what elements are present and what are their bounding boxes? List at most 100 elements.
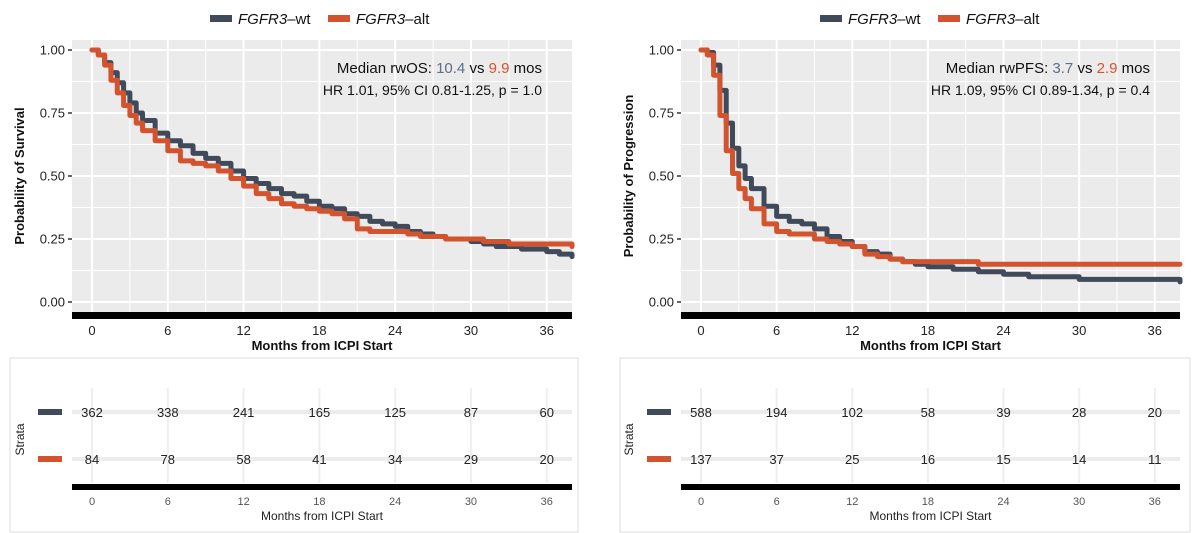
- legend-swatch: [210, 15, 232, 22]
- x-axis-title: Months from ICPI Start: [252, 338, 394, 353]
- risk-x-tick: 24: [997, 496, 1009, 508]
- km-curve-alt: [89, 47, 575, 250]
- km-panel-2: 0.00 0.25 0.50 0.75 1.00 0 6 12 18 24 30 36 Months f…: [619, 11, 1191, 533]
- x-tick-label: 12: [845, 323, 859, 338]
- x-tick-label: 30: [1072, 323, 1086, 338]
- risk-row-swatch: [38, 409, 62, 415]
- legend-label: FGFR3–alt: [966, 11, 1040, 28]
- y-tick-label: 0.00: [649, 295, 674, 310]
- median-annotation: Median rwOS: 10.4 vs 9.9 mos: [337, 60, 542, 77]
- y-axis-title: Probability of Survival: [12, 107, 27, 244]
- legend: FGFR3–wt FGFR3–alt: [820, 11, 1040, 28]
- y-tick-label: 1.00: [649, 43, 674, 58]
- risk-x-axis-bar: [72, 484, 572, 490]
- risk-x-tick: 12: [237, 496, 249, 508]
- km-curve-alt: [698, 47, 1183, 267]
- risk-x-tick: 18: [922, 496, 934, 508]
- risk-x-tick: 0: [89, 496, 95, 508]
- risk-x-tick: 6: [165, 496, 171, 508]
- risk-x-tick: 18: [313, 496, 325, 508]
- x-tick-label: 24: [388, 323, 402, 338]
- risk-x-tick: 36: [541, 496, 553, 508]
- risk-count: 241: [233, 405, 255, 420]
- risk-count: 125: [384, 405, 406, 420]
- x-tick-label: 36: [540, 323, 554, 338]
- risk-count: 20: [540, 452, 554, 467]
- risk-count: 137: [690, 452, 712, 467]
- risk-count: 14: [1072, 452, 1086, 467]
- hr-annotation: HR 1.09, 95% CI 0.89-1.34, p = 0.4: [931, 82, 1150, 98]
- risk-y-title: Strata: [13, 423, 27, 455]
- risk-count: 20: [1148, 405, 1162, 420]
- risk-count: 338: [157, 405, 179, 420]
- risk-count: 34: [388, 452, 402, 467]
- risk-x-tick: 36: [1149, 496, 1161, 508]
- risk-count: 60: [540, 405, 554, 420]
- risk-x-tick: 12: [846, 496, 858, 508]
- risk-count: 194: [766, 405, 788, 420]
- y-tick-label: 0.75: [649, 106, 674, 121]
- legend-label: FGFR3–alt: [356, 11, 430, 28]
- risk-count: 78: [161, 452, 175, 467]
- risk-count: 41: [312, 452, 326, 467]
- legend-label: FGFR3–wt: [238, 11, 311, 28]
- km-curve-wt: [89, 47, 575, 260]
- risk-count: 588: [690, 405, 712, 420]
- x-tick-label: 36: [1148, 323, 1162, 338]
- x-tick-label: 24: [996, 323, 1010, 338]
- x-tick-label: 30: [464, 323, 478, 338]
- risk-count: 58: [236, 452, 250, 467]
- risk-count: 84: [85, 452, 99, 467]
- legend-swatch: [328, 15, 350, 22]
- legend: FGFR3–wt FGFR3–alt: [210, 11, 430, 28]
- legend-label: FGFR3–wt: [848, 11, 921, 28]
- x-tick-label: 0: [88, 323, 95, 338]
- risk-table: 588 194 102 58 39 28 20 137 37 25 16 15 14 11 0 6 12 18 24…: [619, 357, 1191, 533]
- x-tick-label: 6: [773, 323, 780, 338]
- risk-x-tick: 30: [465, 496, 477, 508]
- x-axis-title: Months from ICPI Start: [860, 338, 1002, 353]
- gridlines: [72, 40, 572, 312]
- risk-row-swatch: [647, 409, 671, 415]
- legend-swatch: [820, 15, 842, 22]
- x-tick-label: 18: [921, 323, 935, 338]
- risk-row-swatch: [647, 456, 671, 462]
- y-tick-label: 0.25: [40, 232, 65, 247]
- risk-count: 29: [464, 452, 478, 467]
- legend-swatch: [938, 15, 960, 22]
- risk-count: 362: [81, 405, 103, 420]
- y-axis-title: Probability of Progression: [621, 95, 636, 258]
- risk-count: 16: [921, 452, 935, 467]
- risk-count: 87: [464, 405, 478, 420]
- risk-x-tick: 0: [698, 496, 704, 508]
- risk-table-frame: [619, 357, 1191, 533]
- risk-count: 37: [769, 452, 783, 467]
- y-tick-label: 0.25: [649, 232, 674, 247]
- risk-row-swatch: [38, 456, 62, 462]
- risk-x-tick: 6: [774, 496, 780, 508]
- risk-count: 58: [921, 405, 935, 420]
- x-tick-label: 12: [236, 323, 250, 338]
- risk-y-title: Strata: [622, 423, 636, 455]
- y-tick-label: 0.50: [40, 169, 65, 184]
- x-tick-label: 18: [312, 323, 326, 338]
- risk-count: 11: [1148, 452, 1162, 467]
- risk-x-title: Months from ICPI Start: [261, 509, 384, 523]
- risk-x-axis-bar: [681, 484, 1180, 490]
- risk-table-frame: [9, 357, 579, 533]
- median-annotation: Median rwPFS: 3.7 vs 2.9 mos: [946, 60, 1150, 77]
- risk-x-tick: 24: [389, 496, 401, 508]
- hr-annotation: HR 1.01, 95% CI 0.81-1.25, p = 1.0: [323, 82, 542, 98]
- y-tick-label: 0.50: [649, 169, 674, 184]
- risk-count: 28: [1072, 405, 1086, 420]
- risk-count: 165: [309, 405, 331, 420]
- x-axis-bar: [72, 312, 572, 319]
- y-tick-label: 0.75: [40, 106, 65, 121]
- x-tick-label: 6: [164, 323, 171, 338]
- y-tick-label: 0.00: [40, 295, 65, 310]
- y-tick-label: 1.00: [40, 43, 65, 58]
- x-tick-label: 0: [697, 323, 704, 338]
- risk-table: 362 338 241 165 125 87 60 84 78 58 41 34 29 20 0 6 12 18 2…: [9, 357, 579, 533]
- x-axis-bar: [681, 312, 1180, 319]
